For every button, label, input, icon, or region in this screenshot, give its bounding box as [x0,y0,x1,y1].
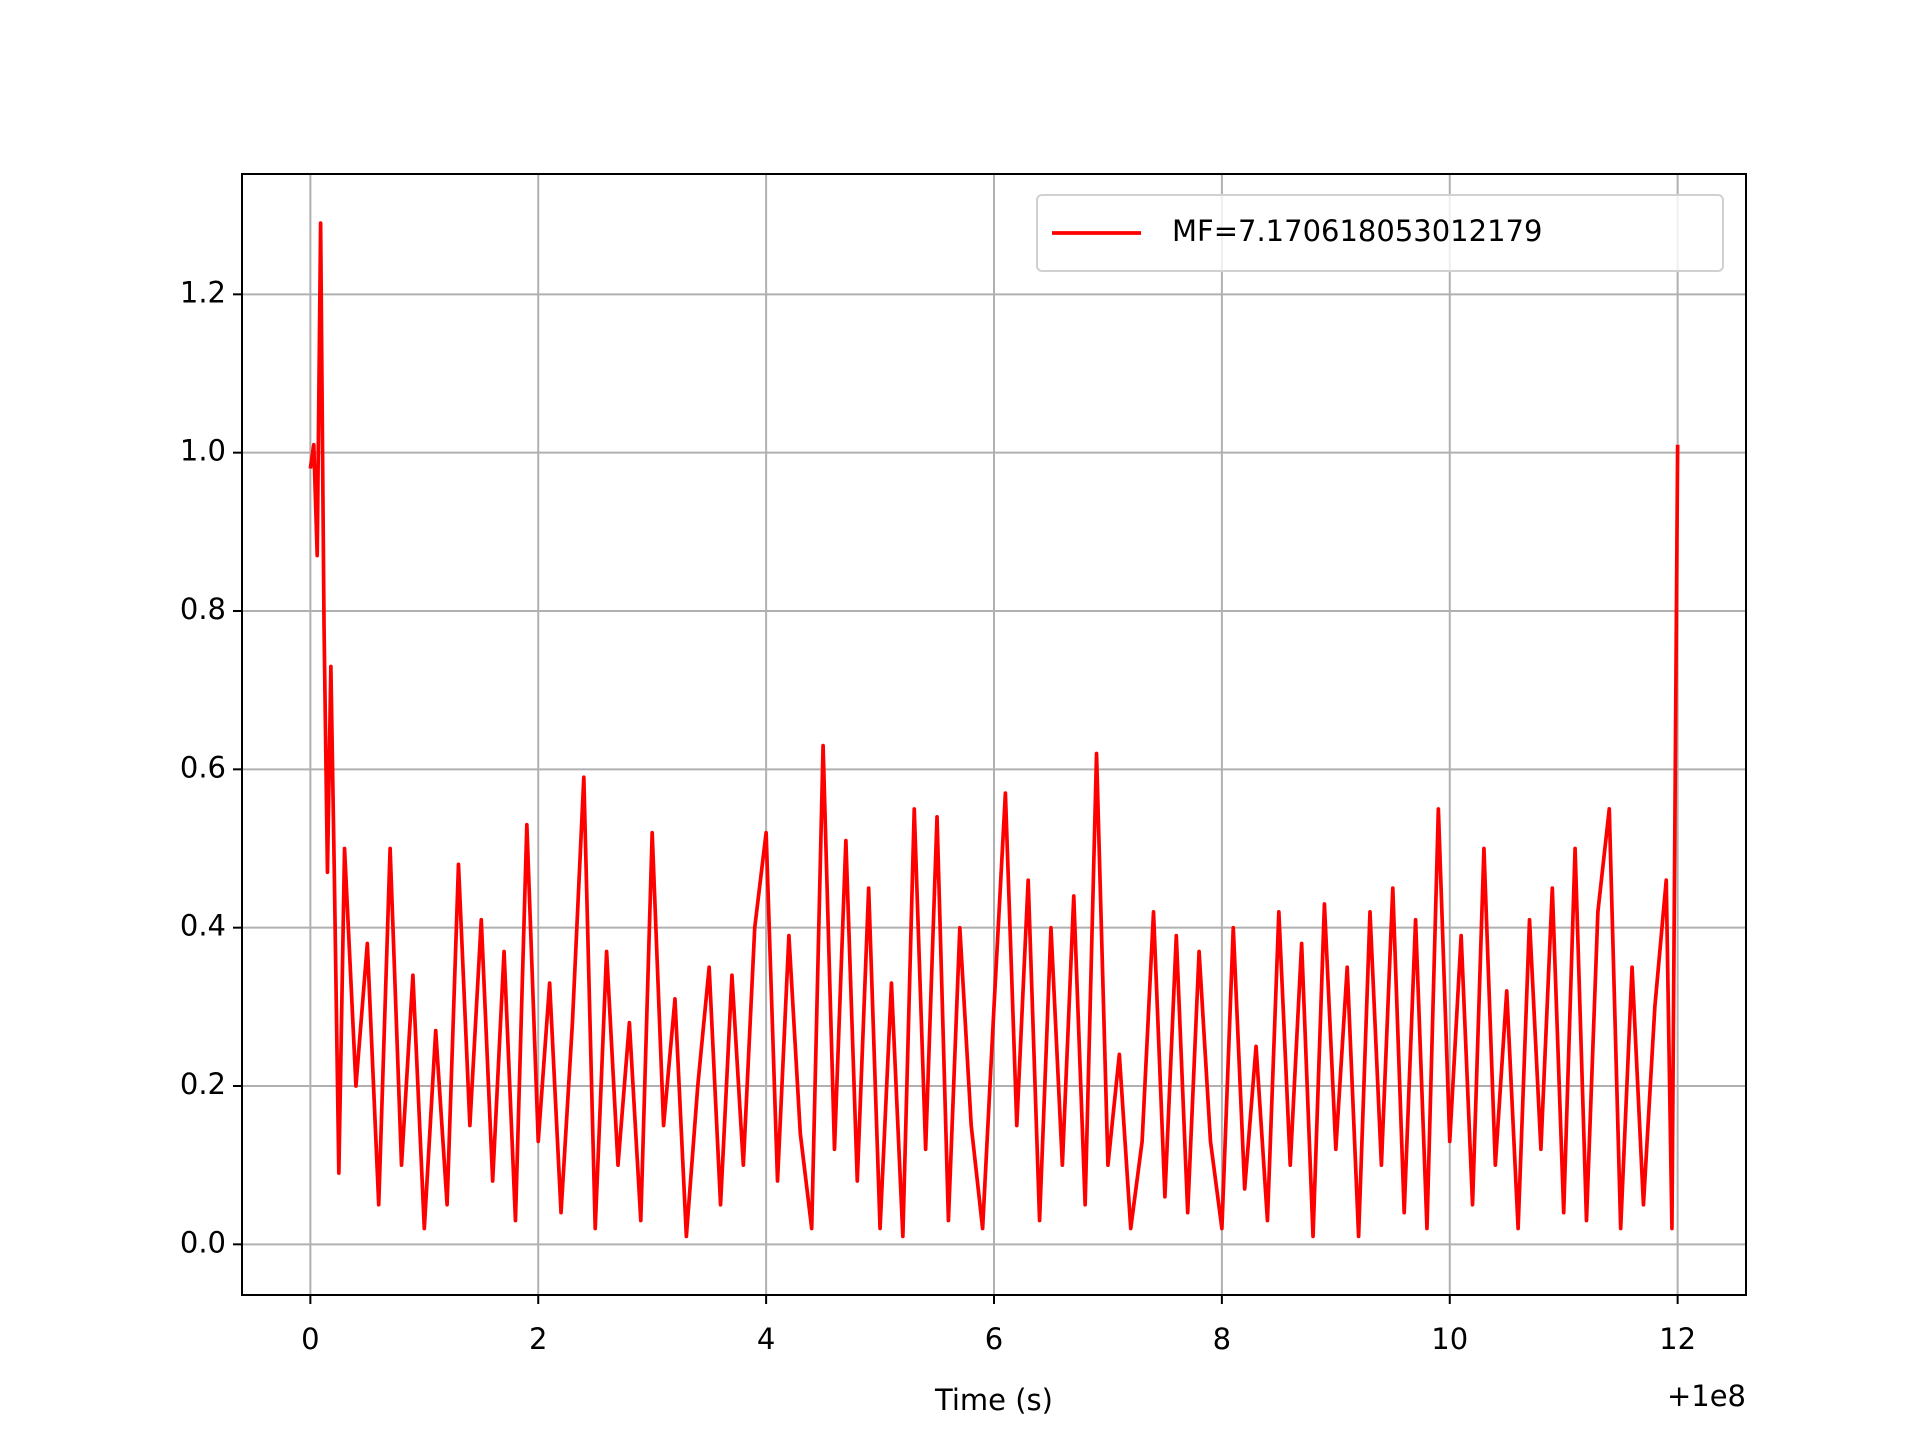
x-tick-label: 8 [1213,1322,1231,1356]
legend-label: MF=7.170618053012179 [1172,214,1542,248]
x-tick-label: 10 [1431,1322,1468,1356]
y-tick-label: 0.8 [180,592,226,626]
legend-box [1036,194,1724,272]
x-tick-label: 2 [529,1322,547,1356]
y-tick-label: 0.0 [180,1225,226,1259]
x-axis-label: Time (s) [934,1383,1053,1417]
y-tick-label: 0.2 [180,1067,226,1101]
x-tick-label: 4 [757,1322,775,1356]
y-tick-label: 1.0 [180,434,226,468]
x-tick-label: 6 [985,1322,1003,1356]
line-series [308,221,1680,1239]
x-offset-label: +1e8 [1667,1379,1746,1413]
x-tick-label: 12 [1659,1322,1696,1356]
plot-frame [241,173,1747,1296]
x-tick-label: 0 [301,1322,319,1356]
y-tick-label: 0.4 [180,909,226,943]
y-tick-label: 1.2 [180,275,226,309]
y-tick-label: 0.6 [180,750,226,784]
